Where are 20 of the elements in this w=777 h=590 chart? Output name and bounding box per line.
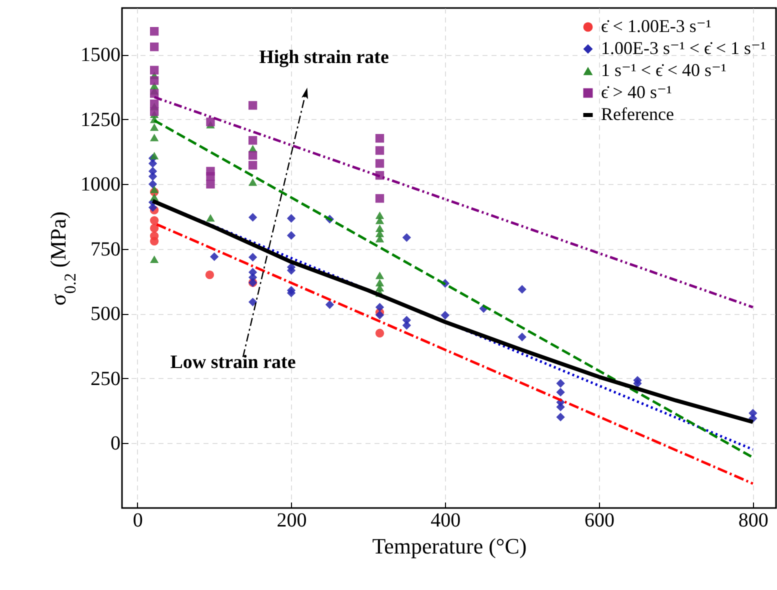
y-tick-label: 1250 [80,108,120,131]
y-tick-label: 250 [90,368,120,390]
legend-label: Reference [601,104,674,124]
legend-label: ϵ̇ > 40 s⁻¹ [601,82,672,102]
y-tick-label: 1500 [80,44,120,66]
annotation: High strain rate [259,47,389,68]
y-tick-label: 750 [90,238,120,260]
x-axis-title: Temperature (°C) [372,534,527,558]
y-tick-label: 0 [110,432,120,455]
annotation: Low strain rate [170,352,296,373]
x-tick-label: 400 [430,510,461,532]
x-tick-label: 0 [132,510,143,532]
legend-label: ϵ̇ < 1.00E-3 s⁻¹ [601,16,712,36]
legend-label: 1 s⁻¹ < ϵ̇ < 40 s⁻¹ [601,60,726,80]
y-tick-label: 500 [90,303,120,326]
legend-label: 1.00E-3 s⁻¹ < ϵ̇ < 1 s⁻¹ [601,38,766,58]
x-tick-label: 600 [584,510,615,532]
x-tick-label: 200 [276,510,307,532]
x-tick-label: 800 [738,510,768,532]
y-tick-label: 1000 [80,174,120,196]
